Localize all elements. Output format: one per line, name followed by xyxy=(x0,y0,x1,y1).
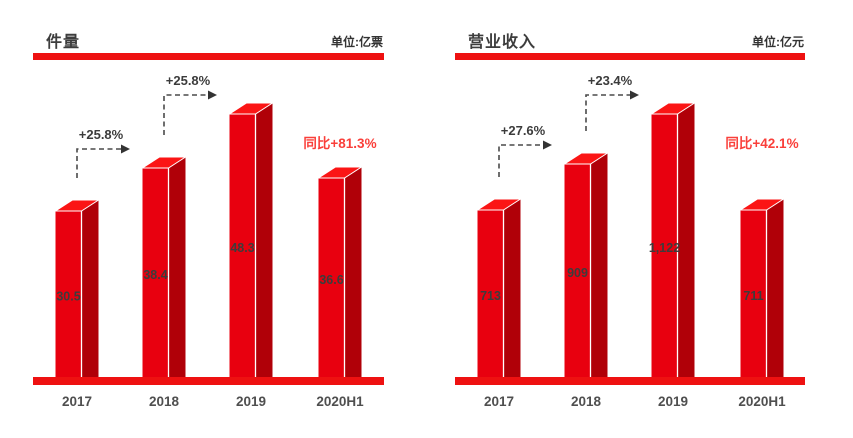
bar-front-face xyxy=(229,114,256,380)
growth-percent-label: +23.4% xyxy=(588,73,633,88)
x-axis-year-label: 2017 xyxy=(484,394,514,409)
bar-side-face xyxy=(255,103,273,380)
x-axis-year-label: 2019 xyxy=(236,394,266,409)
x-axis-year-label: 2020H1 xyxy=(316,394,364,409)
growth-dashed-connector xyxy=(498,144,543,177)
chart-unit-label: 单位:亿元 xyxy=(752,35,804,49)
x-axis-baseline xyxy=(455,377,805,385)
chart-unit-label: 单位:亿票 xyxy=(331,35,383,49)
volume-chart-panel: 件量 单位:亿票 30.5 38.4 48.3 36.6 +25.8% +25.8% 同比+… xyxy=(33,0,384,438)
bar-front-face xyxy=(740,210,767,380)
bar-front-face xyxy=(651,114,678,380)
x-axis-year-label: 2017 xyxy=(62,394,92,409)
bar-top-face xyxy=(475,198,523,211)
bar-top-face xyxy=(140,156,188,169)
bar-front-face xyxy=(318,178,345,380)
bar-front-face xyxy=(477,210,504,380)
growth-dashed-connector xyxy=(163,94,208,135)
title-underline-rule xyxy=(455,53,805,60)
bar-top-face xyxy=(53,199,101,212)
growth-arrowhead-icon xyxy=(121,144,130,154)
x-axis-year-label: 2019 xyxy=(658,394,688,409)
chart-title: 营业收入 xyxy=(468,34,537,51)
bar-side-face xyxy=(590,153,608,380)
revenue-bar-chart: 713 909 1,122 711 +27.6% +23.4% 同比+42.1% 2017 20… xyxy=(455,73,805,409)
bar-front-face xyxy=(142,168,169,380)
chart-title: 件量 xyxy=(46,34,81,51)
growth-percent-label: +25.8% xyxy=(166,73,211,88)
bar-side-face xyxy=(81,200,99,380)
title-underline-rule xyxy=(33,53,384,60)
bar-front-face xyxy=(55,211,82,380)
bar-value-label: 711 xyxy=(743,289,763,303)
bar-value-label: 1,122 xyxy=(649,241,680,255)
bar-side-face xyxy=(503,199,521,380)
bar-value-label: 909 xyxy=(567,266,588,280)
x-axis-year-label: 2018 xyxy=(571,394,602,409)
revenue-chart-panel: 营业收入 单位:亿元 713 909 1,122 711 +27.6% +23.4% 同比+… xyxy=(455,0,805,438)
x-axis-year-label: 2020H1 xyxy=(738,394,786,409)
bar-top-face xyxy=(562,152,610,165)
bar-value-label: 48.3 xyxy=(230,241,254,255)
growth-percent-label: +27.6% xyxy=(501,123,546,138)
bar-value-label: 36.6 xyxy=(319,273,343,287)
bar-value-label: 30.5 xyxy=(56,290,80,304)
bar-side-face xyxy=(344,167,362,380)
bar-top-face xyxy=(649,102,697,115)
x-axis-year-label: 2018 xyxy=(149,394,180,409)
bar-front-face xyxy=(564,164,591,380)
bar-side-face xyxy=(766,199,784,380)
yoy-growth-label: 同比+81.3% xyxy=(303,135,376,151)
bar-side-face xyxy=(168,157,186,380)
bar-value-label: 38.4 xyxy=(143,268,167,282)
yoy-growth-label: 同比+42.1% xyxy=(725,135,798,151)
bar-top-face xyxy=(738,198,786,211)
bar-top-face xyxy=(227,102,275,115)
growth-arrowhead-icon xyxy=(208,90,217,100)
x-axis-baseline xyxy=(33,377,384,385)
growth-arrowhead-icon xyxy=(543,140,552,150)
growth-percent-label: +25.8% xyxy=(79,127,124,142)
volume-bar-chart: 30.5 38.4 48.3 36.6 +25.8% +25.8% 同比+81.3% 2017… xyxy=(33,73,384,409)
growth-dashed-connector xyxy=(76,148,121,178)
bar-top-face xyxy=(316,166,364,179)
growth-arrowhead-icon xyxy=(630,90,639,100)
bar-value-label: 713 xyxy=(480,289,501,303)
growth-dashed-connector xyxy=(585,94,630,131)
bar-side-face xyxy=(677,103,695,380)
